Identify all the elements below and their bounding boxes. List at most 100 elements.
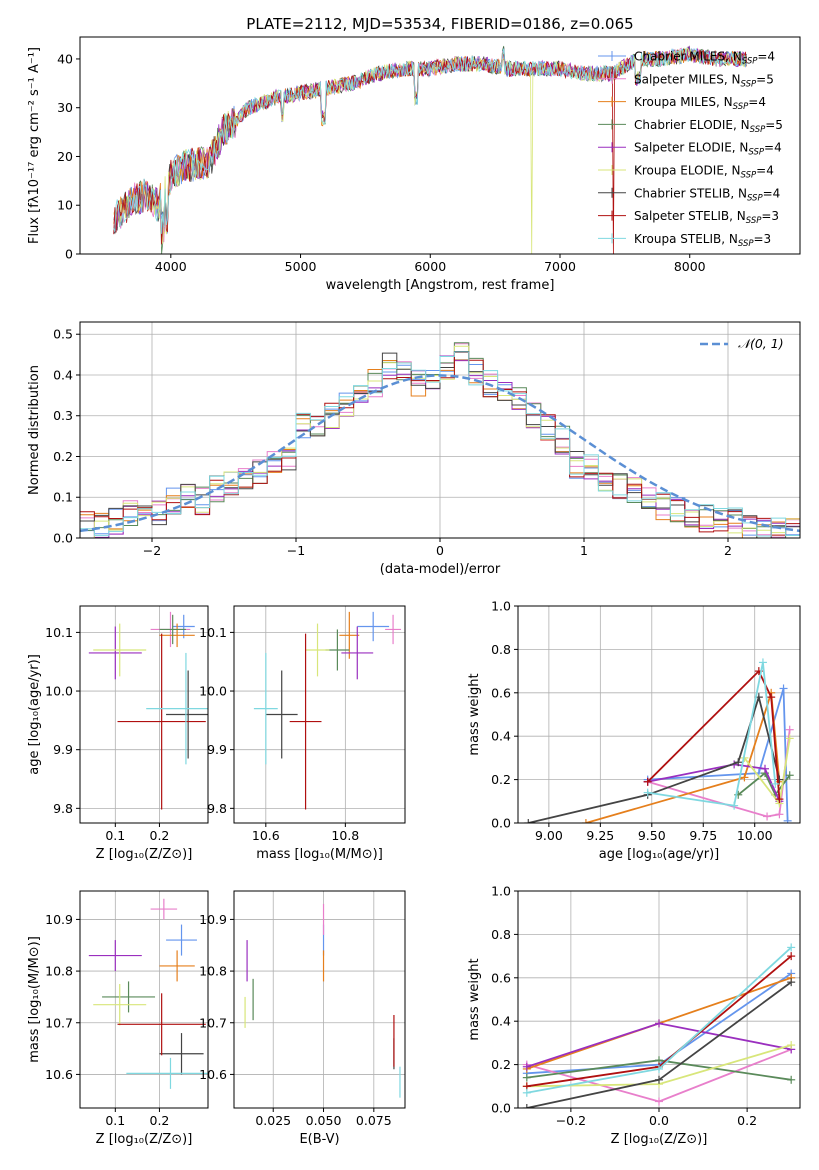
y-tick-label: 0.5 [53,327,73,342]
y-axis-label: Flux [fλ10⁻¹⁷ erg cm⁻² s⁻¹ A⁻¹] [27,47,42,244]
mass-weight-line [647,688,789,821]
y-tick-label: 0.2 [491,1057,511,1072]
legend-sub: SSP [747,193,763,203]
legend-label: Chabrier MILES, NSSP=4 [634,50,775,67]
age-vs-mass-panel-plot [253,611,402,810]
legend-value: =4 [763,186,781,200]
x-tick-label: 1 [580,543,588,558]
x-tick-label: 10.00 [737,828,773,843]
legend: Chabrier MILES, NSSP=4 Salpeter MILES, NS… [598,50,783,249]
y-tick-label: 0.1 [53,490,73,505]
y-tick-label: 10.9 [199,912,227,927]
spectrum-line [113,48,747,234]
legend-value: =4 [756,164,774,178]
x-tick-label: 0 [436,543,444,558]
legend-label: Kroupa MILES, NSSP=4 [634,95,766,112]
legend-sub: SSP [742,57,758,67]
legend-label: Kroupa ELODIE, NSSP=4 [634,164,774,181]
legend-text: Salpeter ELODIE, N [634,141,748,155]
y-tick-label: 0.6 [491,685,511,700]
legend-text: Salpeter STELIB, N [634,209,746,223]
y-tick-label: 10.7 [45,1015,73,1030]
x-tick-label: 0.1 [105,1113,125,1128]
y-tick-label: 0.0 [491,1101,511,1116]
y-tick-label: 9.8 [207,801,227,816]
legend-value: =4 [757,50,775,64]
age-vs-mass-panel: 10.6 10.8 9.8 9.9 10.0 10.1 mass [log₁₀(M/M⊙)] [199,605,406,862]
legend-label: Salpeter ELODIE, NSSP=4 [634,141,782,158]
y-tick-label: 10.1 [45,625,73,640]
y-tick-label: 10.0 [199,684,227,699]
axes-frame [79,605,209,824]
age-vs-z-panel-plot [88,611,208,810]
legend-text: Chabrier ELODIE, N [634,118,750,132]
x-tick-label: 0.1 [105,828,125,843]
chart-title: PLATE=2112, MJD=53534, FIBERID=0186, z=0… [246,15,633,33]
x-tick-label: 9.00 [535,828,563,843]
mass-weight-line [647,662,777,807]
legend-label: Salpeter STELIB, NSSP=3 [634,209,779,226]
legend-sub: SSP [750,125,766,135]
y-tick-label: 0.2 [53,449,73,464]
legend-text: Chabrier STELIB, N [634,186,747,200]
x-tick-label: 9.50 [638,828,666,843]
mass-weight-line [647,763,781,802]
age-vs-z-panel: 0.1 0.2 9.8 9.9 10.0 10.1 Z [log₁₀(Z/Z⊙)] age [… [27,605,209,862]
legend-value: =3 [754,232,772,246]
histogram-series [80,351,800,538]
x-tick-label: −0.2 [556,1113,586,1128]
x-axis-label: (data-model)/error [380,562,501,577]
axes-frame [233,890,406,1109]
legend-sub: SSP [733,102,749,112]
y-tick-label: 0.8 [491,927,511,942]
mass-weight-vs-z-panel: −0.2 0.0 0.2 0.0 0.2 0.4 0.6 0.8 1.0 Z [log₁₀(Z/Z… [467,884,801,1147]
legend-value: =4 [764,141,782,155]
y-axis-label: mass weight [467,673,482,755]
y-tick-label: 0.8 [491,642,511,657]
y-tick-label: 0.2 [491,772,511,787]
x-tick-label: 0.2 [150,1113,170,1128]
mass-vs-z-panel-plot [88,898,208,1089]
y-tick-label: 9.9 [53,742,73,757]
x-axis-label: wavelength [Angstrom, rest frame] [326,278,555,293]
x-tick-label: −1 [287,543,305,558]
x-tick-label: 10.8 [331,828,359,843]
x-axis-label: E(B-V) [299,1132,339,1147]
legend-sub: SSP [748,148,764,158]
legend-sub: SSP [741,171,757,181]
y-tick-label: 1.0 [491,599,511,614]
legend-value: =5 [756,72,774,86]
mass-vs-ebv-panel-plot [244,903,401,1098]
residual-panel: −2 −1 0 1 2 0.0 0.1 0.2 0.3 0.4 0.5 (data-model)/er… [27,321,801,577]
x-tick-label: 9.25 [586,828,614,843]
y-tick-label: 10.9 [45,912,73,927]
y-tick-label: 30 [57,100,73,115]
mass-vs-z-panel: 0.1 0.2 10.6 10.7 10.8 10.9 Z [log₁₀(Z/Z⊙)] mas… [27,890,209,1147]
legend-sub: SSP [741,79,757,89]
legend-label: Kroupa STELIB, NSSP=3 [634,232,771,249]
x-axis-label: Z [log₁₀(Z/Z⊙)] [96,1132,193,1147]
normal-curve [80,374,800,533]
y-tick-label: 10.6 [45,1067,73,1082]
legend-text: Kroupa ELODIE, N [634,164,741,178]
x-axis-label: Z [log₁₀(Z/Z⊙)] [611,1132,708,1147]
y-tick-label: 10.6 [199,1067,227,1082]
x-tick-label: −2 [143,543,161,558]
y-tick-label: 10 [57,198,73,213]
legend-label: Salpeter MILES, NSSP=5 [634,72,774,89]
y-tick-label: 0.3 [53,408,73,423]
x-axis-label: age [log₁₀(age/yr)] [599,847,720,862]
mass-weight-line [585,692,781,823]
y-tick-label: 0.4 [53,367,73,382]
y-tick-label: 9.9 [207,742,227,757]
x-tick-label: 10.6 [252,828,280,843]
legend-sub: SSP [738,239,754,249]
mass-weight-vs-z-panel-plot [522,943,796,1108]
x-tick-label: 0.0 [649,1113,669,1128]
y-tick-label: 0.0 [491,816,511,831]
x-tick-label: 0.075 [356,1113,392,1128]
x-tick-label: 5000 [285,259,317,274]
spectrum-panel-plot [113,45,747,254]
y-tick-label: 10.1 [199,625,227,640]
y-axis-label: mass [log₁₀(M/M⊙)] [27,936,42,1063]
